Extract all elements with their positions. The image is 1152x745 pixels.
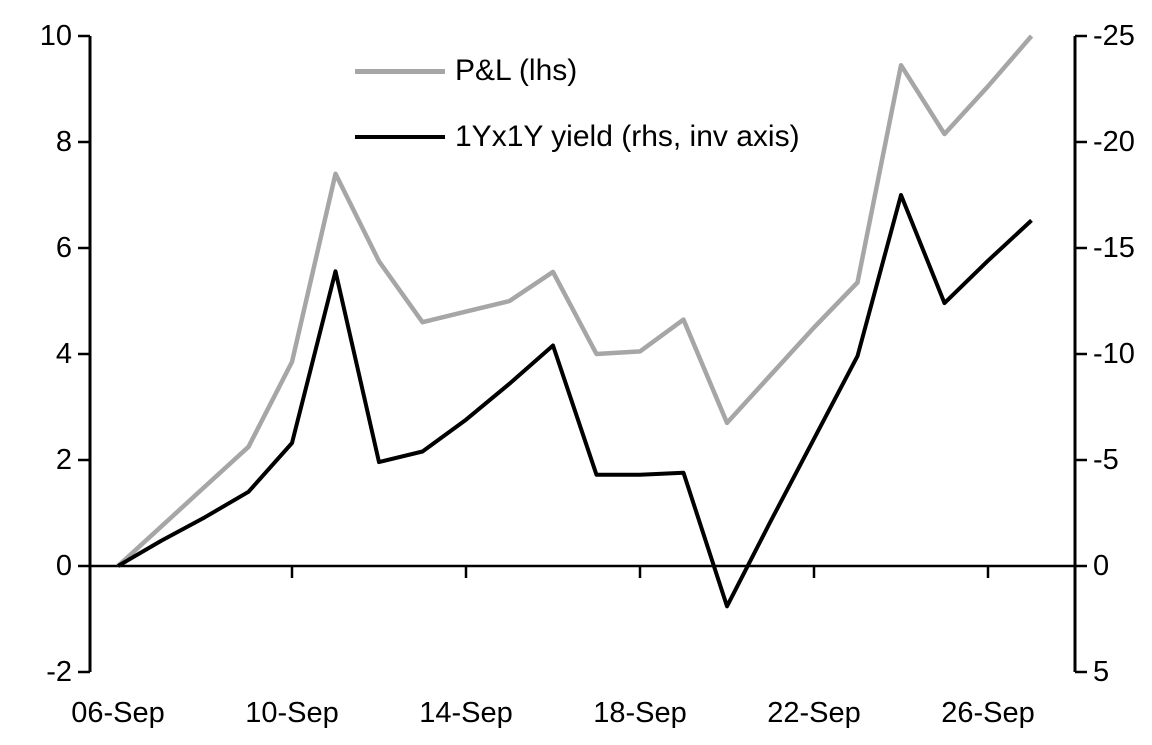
- pnl-line-swatch: [355, 68, 445, 74]
- yield-series-line: [116, 193, 1033, 609]
- pnl-legend-label: P&L (lhs): [455, 54, 578, 87]
- pnl-series-line: [116, 34, 1034, 568]
- left-axis-label: 0: [56, 550, 72, 582]
- right-axis-label: -20: [1093, 126, 1135, 158]
- legend: P&L (lhs) 1Yx1Y yield (rhs, inv axis): [355, 52, 800, 184]
- x-axis-label: 22-Sep: [767, 697, 861, 729]
- x-axis-label: 26-Sep: [941, 697, 1035, 729]
- right-axis-label: -10: [1093, 338, 1135, 370]
- yield-line-swatch: [355, 135, 445, 139]
- left-axis-label: -2: [46, 656, 72, 688]
- x-axis-label: 14-Sep: [419, 697, 513, 729]
- legend-item-pnl: P&L (lhs): [355, 52, 800, 90]
- right-axis-label: -25: [1093, 20, 1135, 52]
- x-axis-label: 06-Sep: [71, 697, 165, 729]
- left-axis-label: 4: [56, 338, 72, 370]
- left-axis-label: 2: [56, 444, 72, 476]
- left-axis-label: 6: [56, 232, 72, 264]
- right-axis-label: -5: [1093, 444, 1119, 476]
- right-axis-label: 5: [1093, 656, 1109, 688]
- right-axis-label: -15: [1093, 232, 1135, 264]
- right-axis-label: 0: [1093, 550, 1109, 582]
- yield-legend-label: 1Yx1Y yield (rhs, inv axis): [455, 120, 800, 153]
- left-axis-label: 10: [40, 20, 72, 52]
- left-axis-label: 8: [56, 126, 72, 158]
- legend-item-yield: 1Yx1Y yield (rhs, inv axis): [355, 118, 800, 156]
- x-axis-label: 18-Sep: [593, 697, 687, 729]
- x-axis-label: 10-Sep: [245, 697, 339, 729]
